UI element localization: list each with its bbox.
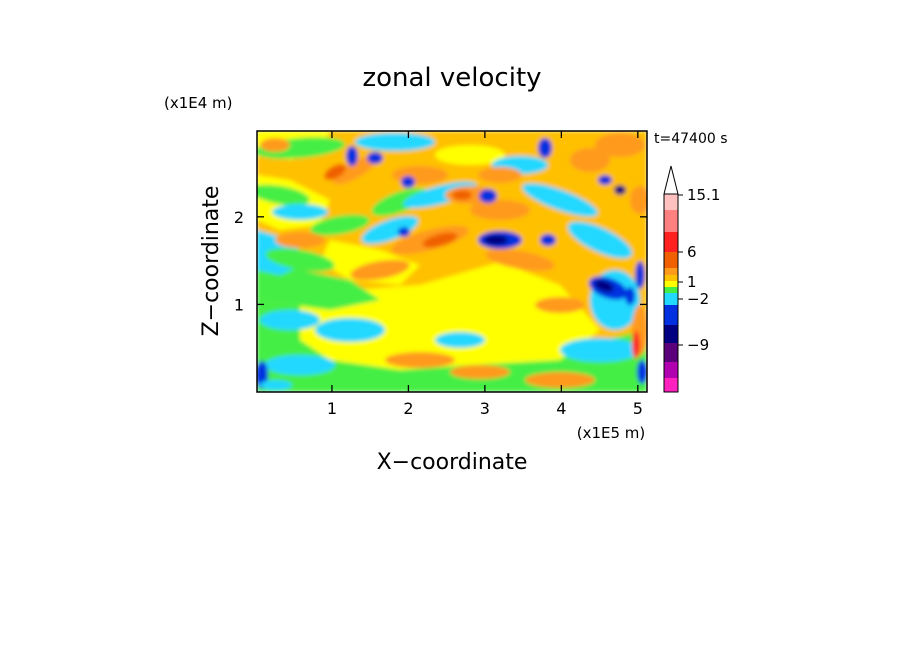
- colorbar-swatch: [664, 194, 678, 210]
- contour-patch: [422, 232, 458, 248]
- contour-patch: [538, 138, 552, 158]
- x-tick-label: 4: [556, 399, 566, 418]
- colorbar-swatch: [664, 378, 678, 392]
- colorbar: 15.1 6 1−2 −9: [663, 165, 720, 393]
- contour-patch: [630, 186, 647, 214]
- colorbar-swatch: [664, 275, 678, 281]
- contour-patch: [594, 280, 614, 292]
- heatmap-field: [257, 131, 647, 392]
- colorbar-swatch: [664, 362, 678, 378]
- x-axis-label: X−coordinate: [377, 450, 528, 475]
- contour-patch: [346, 146, 358, 166]
- contour-patch: [398, 227, 410, 237]
- contour-patch: [535, 297, 585, 313]
- contour-patch: [367, 152, 383, 164]
- colorbar-frame: [663, 193, 679, 393]
- colorbar-swatch: [664, 287, 678, 293]
- contour-patch: [260, 138, 290, 152]
- contour-patch: [401, 176, 415, 188]
- y-tick-label: 1: [234, 295, 244, 314]
- x-tick-label: 2: [403, 399, 413, 418]
- colorbar-label: 15.1: [687, 186, 720, 204]
- colorbar-swatch: [664, 325, 678, 343]
- colorbar-swatch: [664, 268, 678, 275]
- colorbar-label: −2: [687, 290, 709, 308]
- time-label: t=47400 s: [654, 131, 728, 147]
- contour-patch: [260, 310, 320, 330]
- contour-patch: [450, 365, 510, 379]
- y-axis-label: Z−coordinate: [199, 186, 224, 337]
- contour-patch: [350, 259, 410, 281]
- contour-patch: [452, 190, 472, 200]
- contour-patch: [595, 133, 645, 157]
- contour-patch: [522, 183, 598, 217]
- contour-patch: [479, 189, 497, 203]
- chart-title: zonal velocity: [362, 63, 541, 93]
- x-tick-label: 1: [327, 399, 337, 418]
- colorbar-swatch: [664, 210, 678, 232]
- contour-patch: [637, 360, 647, 384]
- contour-patch: [435, 145, 505, 165]
- contour-patch: [614, 185, 626, 195]
- colorbar-swatch: [664, 305, 678, 325]
- contour-patch: [635, 261, 645, 289]
- y-axis: 12: [234, 208, 647, 314]
- contour-patch: [570, 148, 610, 172]
- contour-region: [420, 280, 540, 350]
- contour-patch: [567, 221, 633, 259]
- colorbar-swatch: [664, 232, 678, 252]
- x-unit-label: (x1E5 m): [577, 424, 646, 442]
- contour-patch: [272, 204, 328, 220]
- contour-patch: [265, 248, 335, 272]
- contour-patch: [540, 234, 556, 246]
- contour-patch: [435, 332, 485, 348]
- colorbar-label: −9: [687, 336, 709, 354]
- contour-patch: [625, 287, 635, 305]
- plot-frame: [256, 130, 648, 393]
- contour-patch: [265, 355, 335, 375]
- x-tick-label: 5: [633, 399, 643, 418]
- contour-patch: [525, 372, 595, 388]
- contour-patch: [598, 175, 612, 185]
- contour-patch: [478, 167, 522, 183]
- colorbar-label: 6: [687, 243, 697, 261]
- contour-patch: [632, 331, 640, 359]
- colorbar-label: 1: [687, 273, 697, 291]
- x-tick-label: 3: [480, 399, 490, 418]
- contour-patch: [355, 133, 435, 151]
- y-unit-label: (x1E4 m): [164, 94, 233, 112]
- colorbar-swatch: [664, 281, 678, 287]
- colorbar-swatch: [664, 293, 678, 305]
- contour-patch: [560, 338, 640, 362]
- contour-patch: [485, 249, 555, 271]
- contour-patch: [315, 318, 385, 342]
- y-tick-label: 2: [234, 208, 244, 227]
- contour-patch: [257, 184, 310, 206]
- colorbar-swatch: [664, 343, 678, 362]
- x-axis: 1 2 3 4 5: [327, 131, 643, 418]
- contour-patch: [470, 200, 530, 220]
- contour-patch: [385, 352, 455, 368]
- colorbar-swatch: [664, 252, 678, 268]
- contour-patch: [324, 164, 346, 180]
- contour-patch: [260, 380, 292, 390]
- contour-patch: [310, 214, 370, 236]
- contour-patch: [392, 166, 448, 184]
- contour-patch: [332, 155, 378, 185]
- colorbar-overflow-triangle: [663, 165, 679, 195]
- contour-patch: [275, 232, 325, 248]
- contour-patch: [484, 235, 508, 245]
- contour-patch: [361, 216, 419, 244]
